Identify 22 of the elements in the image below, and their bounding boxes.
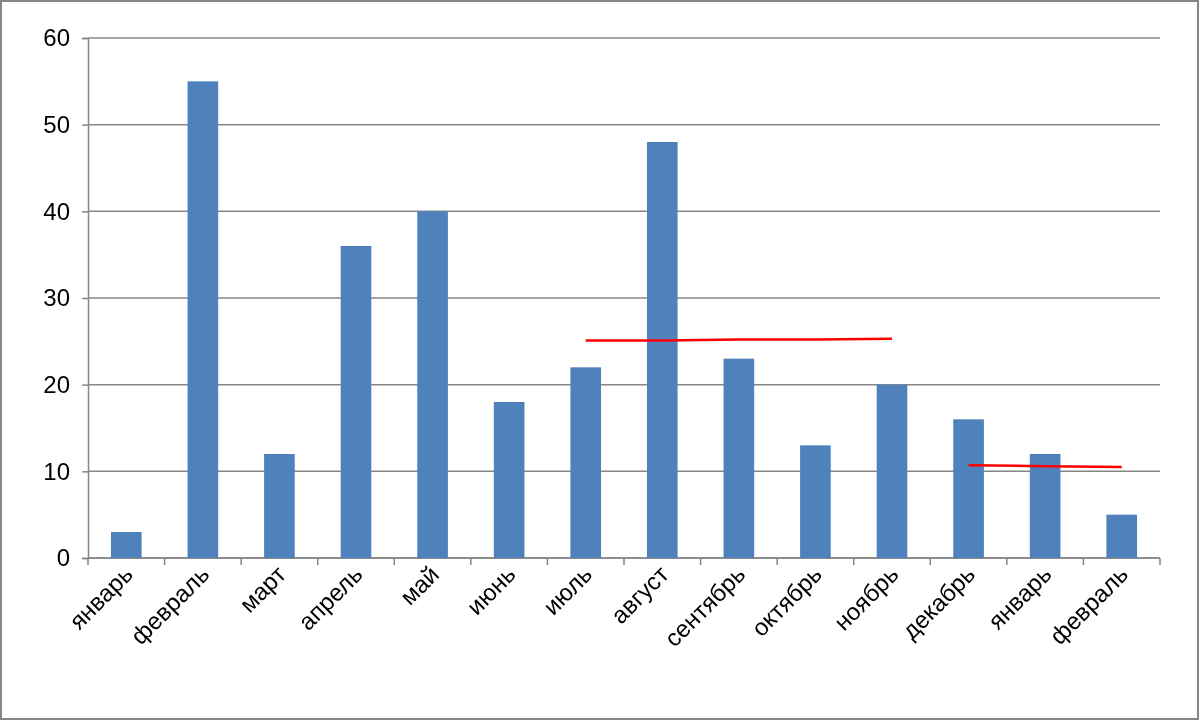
y-tick-label: 50 xyxy=(43,110,70,138)
bar xyxy=(646,142,678,558)
y-tick-label: 0 xyxy=(56,544,70,572)
y-tick-label: 20 xyxy=(43,370,70,398)
x-tick-label: май xyxy=(394,560,445,611)
y-tick-label: 30 xyxy=(43,284,70,312)
bar xyxy=(1106,514,1138,558)
bar xyxy=(723,358,755,558)
bar xyxy=(187,81,219,558)
bar xyxy=(110,532,142,558)
bar xyxy=(417,211,448,558)
y-tick-label: 60 xyxy=(43,24,70,52)
bar xyxy=(953,419,984,558)
bar xyxy=(264,454,295,558)
bar xyxy=(876,384,908,558)
y-tick-label: 10 xyxy=(43,457,70,485)
bar xyxy=(570,367,602,558)
y-tick-label: 40 xyxy=(43,197,70,225)
bar xyxy=(800,445,831,558)
bar xyxy=(493,402,525,558)
bar xyxy=(340,246,372,558)
bar xyxy=(1029,454,1061,558)
